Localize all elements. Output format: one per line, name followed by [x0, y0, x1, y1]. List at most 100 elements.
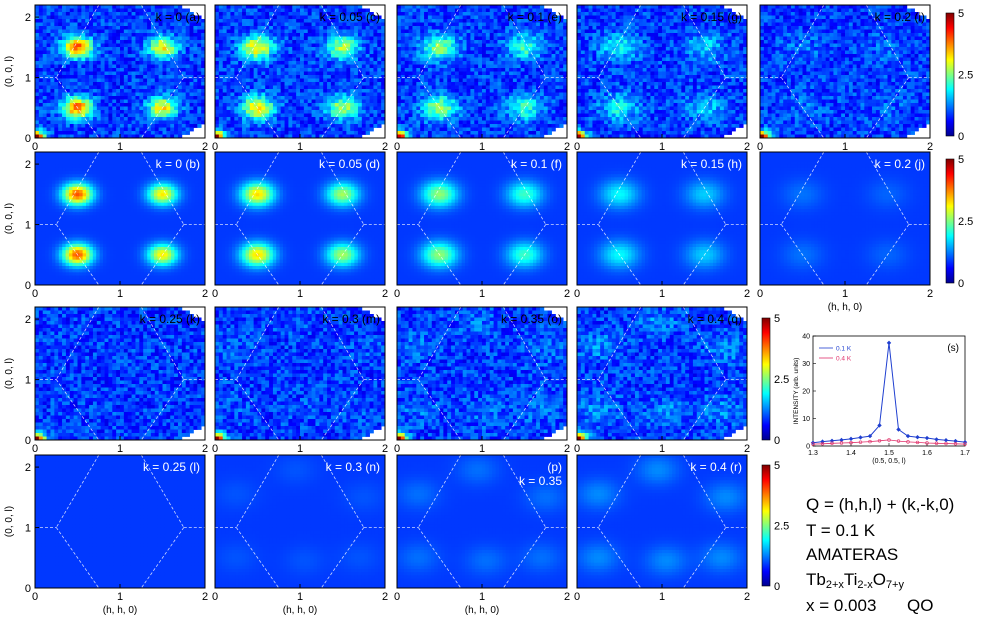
heat-cell: [215, 65, 219, 69]
heat-cell: [70, 12, 74, 16]
heat-cell: [227, 75, 231, 79]
heat-cell: [494, 72, 498, 76]
heat-cell: [143, 89, 147, 93]
heat-cell: [269, 51, 273, 55]
heat-cell: [101, 37, 105, 41]
heat-cell: [190, 65, 194, 69]
heat-cell: [315, 110, 319, 114]
heat-cell: [50, 61, 54, 65]
heat-cell: [432, 12, 436, 16]
heat-cell: [346, 58, 350, 62]
heat-cell: [552, 68, 556, 72]
heat-cell: [97, 110, 101, 114]
heat-cell: [147, 72, 151, 76]
heat-cell: [521, 96, 525, 100]
heat-cell: [436, 117, 440, 121]
heat-cell: [494, 9, 498, 13]
heat-cell: [339, 44, 343, 48]
heat-cell: [327, 128, 331, 132]
heat-cell: [254, 79, 258, 83]
heat-cell: [331, 79, 335, 83]
heat-cell: [62, 44, 66, 48]
heat-cell: [120, 33, 124, 37]
heat-cell: [54, 9, 58, 13]
heat-cell: [277, 26, 281, 30]
heat-cell: [497, 65, 501, 69]
heat-cell: [292, 54, 296, 58]
heat-cell: [43, 26, 47, 30]
heat-cell: [335, 68, 339, 72]
heat-cell: [536, 114, 540, 118]
heat-cell: [97, 100, 101, 104]
heat-cell: [105, 72, 109, 76]
heat-cell: [43, 72, 47, 76]
heat-cell: [265, 110, 269, 114]
heat-cell: [190, 26, 194, 30]
heat-cell: [190, 103, 194, 107]
heat-cell: [238, 5, 242, 9]
heat-cell: [428, 44, 432, 48]
heat-cell: [108, 51, 112, 55]
heat-cell: [128, 19, 132, 23]
heat-cell: [227, 19, 231, 23]
heat-cell: [163, 68, 167, 72]
heat-cell: [517, 26, 521, 30]
heat-cell: [451, 23, 455, 27]
heat-cell: [370, 65, 374, 69]
heat-cell: [470, 86, 474, 90]
heat-cell: [451, 65, 455, 69]
heat-cell: [281, 72, 285, 76]
heat-cell: [62, 79, 66, 83]
heat-cell: [401, 65, 405, 69]
heat-cell: [470, 19, 474, 23]
heat-cell: [242, 33, 246, 37]
heat-cell: [166, 44, 170, 48]
heat-cell: [304, 44, 308, 48]
heat-cell: [230, 51, 234, 55]
heat-cell: [440, 19, 444, 23]
heat-cell: [424, 5, 428, 9]
heat-cell: [315, 131, 319, 135]
heat-cell: [108, 82, 112, 86]
heat-cell: [416, 121, 420, 125]
heat-cell: [304, 61, 308, 65]
heat-cell: [89, 96, 93, 100]
heat-cell: [416, 12, 420, 16]
heat-cell: [292, 30, 296, 34]
heat-cell: [416, 9, 420, 13]
heat-cell: [443, 19, 447, 23]
heat-cell: [327, 93, 331, 97]
heat-cell: [323, 96, 327, 100]
panel-e: k = 0.1 (e): [397, 5, 567, 138]
heat-cell: [459, 93, 463, 97]
heat-cell: [43, 61, 47, 65]
heat-cell: [101, 5, 105, 9]
heat-cell: [151, 86, 155, 90]
heat-cell: [250, 103, 254, 107]
heat-cell: [432, 40, 436, 44]
heat-cell: [401, 33, 405, 37]
heat-cell: [323, 26, 327, 30]
heat-cell: [132, 121, 136, 125]
heat-cell: [532, 51, 536, 55]
heat-cell: [494, 47, 498, 51]
heat-cell: [78, 54, 82, 58]
heat-cell: [440, 131, 444, 135]
heat-cell: [315, 68, 319, 72]
heat-cell: [304, 128, 308, 132]
heat-cell: [513, 79, 517, 83]
heat-cell: [128, 82, 132, 86]
heat-cell: [78, 23, 82, 27]
heat-cell: [159, 86, 163, 90]
heat-cell: [308, 124, 312, 128]
heat-cell: [62, 37, 66, 41]
heat-cell: [486, 124, 490, 128]
heat-cell: [197, 33, 201, 37]
heat-cell: [409, 19, 413, 23]
heat-cell: [116, 96, 120, 100]
heat-cell: [308, 65, 312, 69]
heat-cell: [254, 93, 258, 97]
heat-cell: [443, 110, 447, 114]
heat-cell: [373, 86, 377, 90]
heat-cell: [50, 86, 54, 90]
